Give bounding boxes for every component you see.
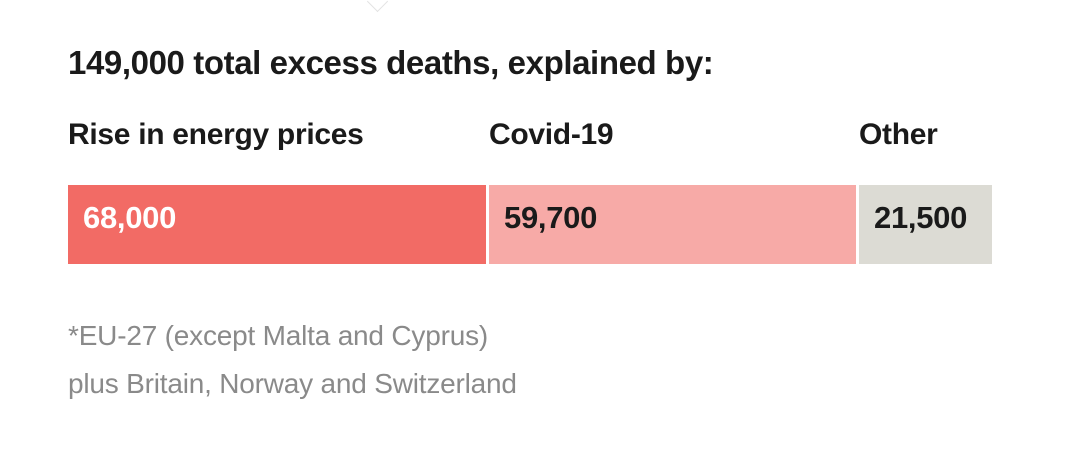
segment-label-covid: Covid-19 [489, 118, 614, 151]
value-label-other: 21,500 [874, 200, 968, 235]
segment-label-energy: Rise in energy prices [68, 118, 364, 151]
stacked-bar-chart: 68,000 59,700 21,500 Rise in energy prices… [68, 112, 992, 272]
bar-segment-covid: 59,700 [489, 185, 856, 264]
value-label-covid: 59,700 [504, 200, 598, 235]
top-chevron-mark [366, 0, 389, 13]
value-label-energy: 68,000 [83, 200, 177, 235]
segment-label-other: Other [859, 118, 938, 151]
stacked-bar: 68,000 59,700 21,500 [68, 185, 992, 264]
footnote-line-1: *EU-27 (except Malta and Cyprus) [68, 320, 488, 351]
bar-segment-other: 21,500 [859, 185, 992, 264]
chart-title: 149,000 total excess deaths, explained b… [68, 44, 714, 81]
bar-segment-energy: 68,000 [68, 185, 486, 264]
footnote: *EU-27 (except Malta and Cyprus) plus Br… [68, 312, 517, 408]
footnote-line-2: plus Britain, Norway and Switzerland [68, 368, 517, 399]
